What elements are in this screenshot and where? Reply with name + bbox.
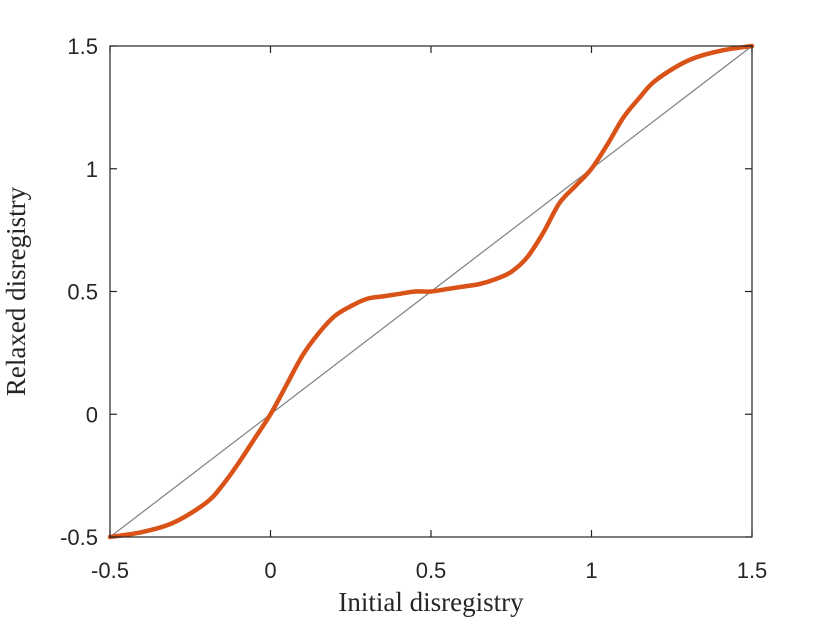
x-tick-label: -0.5 bbox=[91, 558, 129, 583]
y-tick-label: 1 bbox=[86, 157, 98, 182]
x-tick-label: 1 bbox=[585, 558, 597, 583]
y-tick-label: 1.5 bbox=[67, 34, 98, 59]
x-tick-label: 1.5 bbox=[737, 558, 768, 583]
y-tick-label: -0.5 bbox=[60, 525, 98, 550]
tick-layer: -0.5 0 0.5 1 1.5 -0.5 0 0.5 1 1.5 bbox=[60, 34, 767, 583]
x-tick-label: 0.5 bbox=[416, 558, 447, 583]
series-layer bbox=[107, 43, 755, 540]
y-axis-title: Relaxed disregistry bbox=[1, 186, 31, 396]
y-tick-label: 0 bbox=[86, 402, 98, 427]
y-tick-label: 0.5 bbox=[67, 280, 98, 305]
series-line-relaxed bbox=[107, 43, 755, 540]
x-axis-title: Initial disregistry bbox=[338, 587, 524, 617]
x-tick-label: 0 bbox=[264, 558, 276, 583]
